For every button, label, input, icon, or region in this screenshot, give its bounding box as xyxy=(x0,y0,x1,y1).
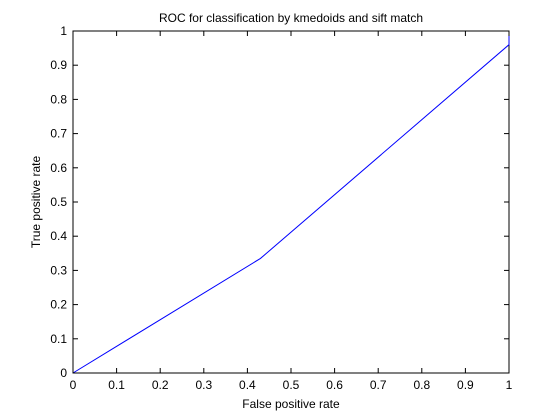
y-tick-label: 0 xyxy=(60,366,67,380)
x-tick-label: 0 xyxy=(70,378,77,392)
x-tick-label: 0.8 xyxy=(413,378,430,392)
roc-curve-line xyxy=(72,31,510,374)
y-tick-label: 1 xyxy=(60,24,67,38)
x-tick-label: 1 xyxy=(506,378,513,392)
x-tick-label: 0.9 xyxy=(457,378,474,392)
x-tick-label: 0.1 xyxy=(108,378,125,392)
chart-title: ROC for classification by kmedoids and s… xyxy=(159,11,423,25)
y-tick-label: 0.7 xyxy=(50,127,67,141)
x-tick-label: 0.2 xyxy=(152,378,169,392)
plot-frame xyxy=(72,30,510,374)
y-tick-label: 0.2 xyxy=(50,298,67,312)
x-axis-title: False positive rate xyxy=(242,397,340,411)
y-tick-label: 0.9 xyxy=(50,58,67,72)
y-tick-label: 0.8 xyxy=(50,92,67,106)
y-tick-label: 0.6 xyxy=(50,161,67,175)
y-tick-label: 0.4 xyxy=(50,229,67,243)
tick-layer: 0 0.1 0.2 0.3 0.4 0.5 0.6 0.7 0.8 0.9 1 0 0.1 0.2 0.3 0… xyxy=(50,24,512,392)
series-layer xyxy=(72,31,510,374)
y-tick-label: 0.5 xyxy=(50,195,67,209)
plot-area: 0 0.1 0.2 0.3 0.4 0.5 0.6 0.7 0.8 0.9 1 0 0.1 0.2 0.3 0… xyxy=(50,24,512,392)
x-tick-label: 0.5 xyxy=(283,378,300,392)
x-tick-label: 0.3 xyxy=(195,378,212,392)
y-tick-label: 0.1 xyxy=(50,332,67,346)
x-tick-label: 0.7 xyxy=(370,378,387,392)
x-tick-label: 0.4 xyxy=(239,378,256,392)
y-axis-title: True positive rate xyxy=(29,156,43,249)
y-tick-label: 0.3 xyxy=(50,263,67,277)
x-tick-label: 0.6 xyxy=(326,378,343,392)
